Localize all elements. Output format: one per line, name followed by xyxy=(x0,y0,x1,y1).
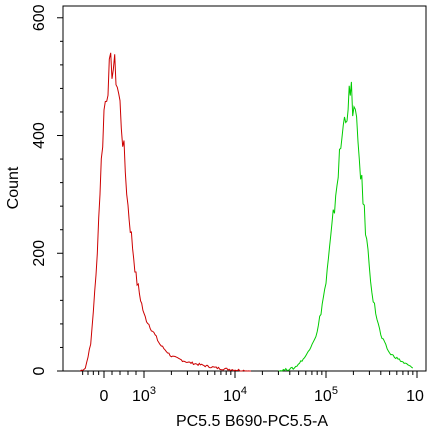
histogram-series-2 xyxy=(278,81,414,372)
x-tick-label: 0 xyxy=(100,388,109,405)
x-tick-label: 10 xyxy=(406,388,424,405)
x-tick-label: 103 xyxy=(132,385,156,405)
y-axis-ticks: 0 200 400 600 xyxy=(31,4,63,375)
plot-frame xyxy=(62,5,427,372)
plot-area: 0 103 104 105 10 0 200 400 600 xyxy=(31,4,427,405)
x-axis-ticks: 0 103 104 105 10 xyxy=(82,371,424,405)
x-tick-label: 105 xyxy=(314,385,338,405)
histogram-series-1 xyxy=(79,52,251,372)
y-tick-label: 600 xyxy=(31,4,48,31)
x-axis-label: PC5.5 B690-PC5.5-A xyxy=(176,413,328,430)
y-tick-label: 0 xyxy=(31,366,48,375)
y-tick-label: 400 xyxy=(31,122,48,149)
series-layer xyxy=(79,52,414,372)
x-tick-label: 104 xyxy=(223,385,247,405)
y-tick-label: 200 xyxy=(31,240,48,267)
y-axis-label: Count xyxy=(5,166,22,209)
